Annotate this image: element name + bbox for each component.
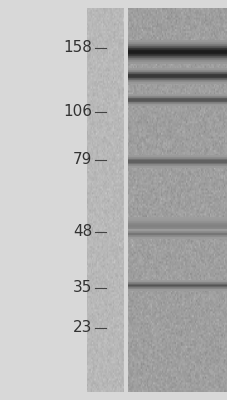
FancyBboxPatch shape [121, 8, 124, 392]
Text: 106: 106 [63, 104, 92, 120]
Text: 158: 158 [63, 40, 92, 56]
FancyBboxPatch shape [127, 8, 227, 392]
Text: 23: 23 [73, 320, 92, 336]
Text: 35: 35 [73, 280, 92, 296]
Text: 79: 79 [73, 152, 92, 168]
FancyBboxPatch shape [86, 8, 123, 392]
Text: 48: 48 [73, 224, 92, 240]
